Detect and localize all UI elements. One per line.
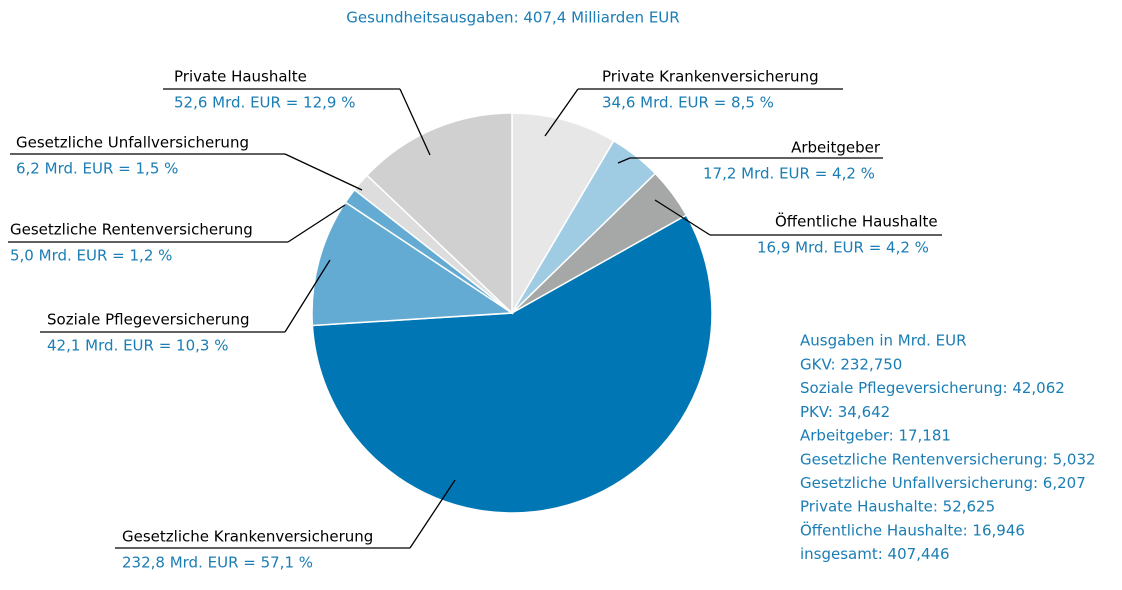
leader-line [284,153,363,191]
slice-label: Private Haushalte [174,68,307,86]
value-label: 6,2 Mrd. EUR = 1,5 % [16,160,178,178]
notes-item: Soziale Pflegeversicherung: 42,062 [800,379,1065,397]
pie-slice [511,112,615,316]
leader-line [399,88,431,156]
notes-item: GKV: 232,750 [800,356,902,374]
value-label: 17,2 Mrd. EUR = 4,2 % [703,165,875,183]
value-label: 52,6 Mrd. EUR = 12,9 % [174,94,355,112]
slice-label: Öffentliche Haushalte [775,212,938,231]
notes-item: PKV: 34,642 [800,403,890,421]
value-label: 42,1 Mrd. EUR = 10,3 % [47,337,228,355]
leader-line [617,157,631,164]
value-label: 232,8 Mrd. EUR = 57,1 % [122,554,313,572]
slice-label: Private Krankenversicherung [602,68,819,86]
leader-line [544,88,579,137]
value-label: 5,0 Mrd. EUR = 1,2 % [10,247,172,265]
leader-line [654,199,711,236]
slice-label: Soziale Pflegeversicherung [47,311,250,329]
notes-item: Gesetzliche Unfallversicherung: 6,207 [800,474,1086,492]
leader-line [287,204,346,243]
pie-slice [311,201,515,327]
chart-title: Gesundheitsausgaben: 407,4 Milliarden EU… [346,9,679,27]
leader-line [409,479,456,549]
notes-item: Private Haushalte: 52,625 [800,498,995,516]
value-label: 16,9 Mrd. EUR = 4,2 % [757,239,929,257]
notes-item: Arbeitgeber: 17,181 [800,427,951,445]
pie-slice [365,112,513,315]
slice-label: Gesetzliche Rentenversicherung [10,221,253,239]
value-label: 34,6 Mrd. EUR = 8,5 % [602,94,774,112]
pie-slice [311,214,713,514]
slice-label: Arbeitgeber [791,139,881,157]
slice-label: Gesetzliche Krankenversicherung [122,528,373,546]
notes-item: insgesamt: 407,446 [800,545,950,563]
slice-label: Gesetzliche Unfallversicherung [16,134,249,152]
notes-title: Ausgaben in Mrd. EUR [800,332,967,350]
leader-line [284,259,331,333]
notes-item: Gesetzliche Rentenversicherung: 5,032 [800,450,1096,468]
notes-item: Öffentliche Haushalte: 16,946 [800,520,1025,539]
